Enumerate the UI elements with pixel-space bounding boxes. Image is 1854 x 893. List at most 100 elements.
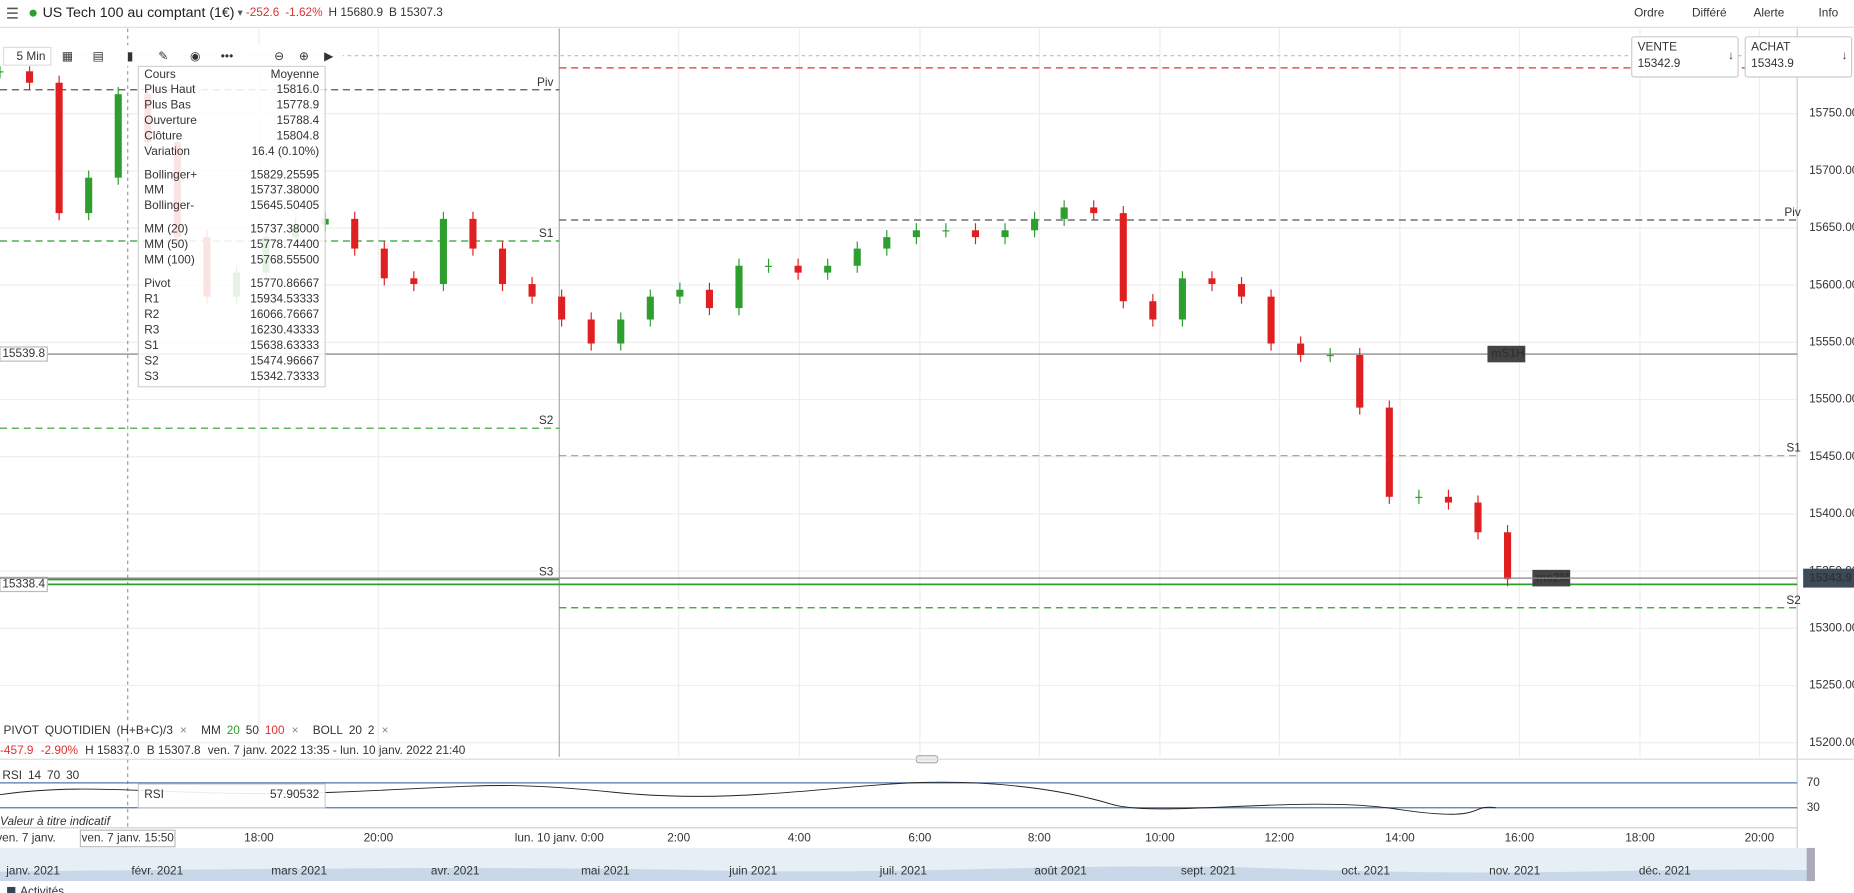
x-tick-label: 2:00 — [667, 831, 690, 845]
tool-icon[interactable]: ▤ — [93, 49, 104, 63]
indicator-param: 2 — [368, 723, 375, 737]
candle — [1356, 354, 1364, 408]
quote-box[interactable] — [1631, 36, 1739, 78]
status-dot — [29, 9, 37, 17]
rsi-legend: RSI 14 70 30 — [2, 768, 79, 782]
marker-label: mS1H — [1491, 346, 1524, 360]
x-tick-label: ven. 7 janv. — [0, 831, 56, 845]
x-tick-label: 20:00 — [1745, 831, 1775, 845]
candle — [0, 71, 4, 73]
rsi-tick-label: 30 — [1807, 800, 1821, 814]
info-value: 15638.63333 — [250, 338, 319, 352]
candle — [765, 265, 773, 267]
navigator-label: août 2021 — [1034, 864, 1087, 878]
tool-icon[interactable]: ▶ — [324, 49, 334, 63]
price-tag-box — [0, 346, 48, 362]
info-value: 15934.53333 — [250, 292, 319, 306]
candle — [410, 278, 418, 285]
tool-icon[interactable]: ▦ — [62, 49, 73, 63]
candle — [1474, 502, 1482, 533]
candle — [469, 218, 477, 249]
info-label: MM (100) — [144, 253, 195, 267]
candle — [114, 94, 122, 178]
x-tick-label: 14:00 — [1385, 831, 1415, 845]
rsi-panel-value: 57.90532 — [270, 787, 319, 801]
rsi-param: RSI — [2, 768, 22, 782]
tool-icon[interactable]: ▮ — [127, 49, 134, 63]
toolbar-bg — [0, 45, 343, 67]
y-tick-label: 15650.00 — [1809, 220, 1854, 234]
navigator-label: févr. 2021 — [131, 864, 183, 878]
info-value: 15645.50405 — [250, 198, 319, 212]
candle — [1444, 496, 1452, 503]
stats-range: ven. 7 janv. 2022 13:35 - lun. 10 janv. … — [208, 743, 466, 757]
price-tag: 15338.4 — [2, 577, 45, 591]
menu-item[interactable]: Différé — [1692, 5, 1727, 19]
x-tick-label: 16:00 — [1505, 831, 1535, 845]
candle — [26, 71, 34, 83]
navigator-area — [0, 866, 1815, 882]
candle — [705, 289, 713, 309]
header-bar — [0, 0, 1854, 28]
candle — [439, 218, 447, 285]
info-value: 15829.25595 — [250, 167, 319, 181]
x-tick-label: 18:00 — [244, 831, 274, 845]
info-label: MM (50) — [144, 237, 188, 251]
tool-icon[interactable]: ◉ — [190, 49, 200, 63]
info-value: 15778.9 — [277, 98, 320, 112]
rsi-param: 30 — [66, 768, 80, 782]
pivot-label: S3 — [539, 564, 554, 578]
quote-price: 15343.9 — [1751, 56, 1794, 70]
candle — [1326, 354, 1334, 357]
pivot-label: Piv — [537, 75, 554, 89]
info-label: Plus Bas — [144, 98, 191, 112]
indicator-param: QUOTIDIEN — [45, 723, 111, 737]
quote-box[interactable] — [1744, 36, 1853, 78]
navigator-label: mars 2021 — [271, 864, 327, 878]
x-tick-label: 4:00 — [788, 831, 811, 845]
timeframe[interactable]: 5 Min — [17, 49, 46, 63]
rsi-panel — [137, 783, 326, 809]
candle — [498, 248, 507, 285]
info-value: 16066.76667 — [250, 307, 319, 321]
pivot-label: S2 — [539, 413, 553, 427]
menu-item[interactable]: Ordre — [1634, 5, 1665, 19]
stats-low: B 15307.8 — [147, 743, 201, 757]
y-tick-label: 15200.00 — [1809, 735, 1854, 749]
tool-icon[interactable]: ⊖ — [274, 49, 284, 63]
indicator-param: (H+B+C)/3 — [116, 723, 173, 737]
candle — [883, 237, 891, 249]
menu-item[interactable]: Alerte — [1753, 5, 1784, 19]
menu-item[interactable]: Info — [1819, 5, 1839, 19]
x-tick-label: 8:00 — [1028, 831, 1051, 845]
info-value: 15474.96667 — [250, 353, 319, 367]
x-tick-label: 6:00 — [908, 831, 931, 845]
candle — [1090, 207, 1098, 214]
menu-icon[interactable] — [7, 7, 18, 19]
header-low: B 15307.3 — [389, 5, 443, 19]
tool-icon[interactable]: ⊕ — [299, 49, 309, 63]
info-value: 15788.4 — [277, 113, 320, 127]
navigator-label: juil. 2021 — [879, 864, 927, 878]
candle — [55, 82, 63, 214]
crosshair-label-box — [79, 829, 176, 848]
info-label: MM (20) — [144, 222, 188, 236]
footer-label[interactable]: Activités — [20, 884, 64, 893]
candle — [794, 265, 802, 273]
navigator-label: déc. 2021 — [1639, 864, 1691, 878]
info-value: 16.4 (0.10%) — [252, 144, 320, 158]
tool-icon[interactable]: ✎ — [158, 49, 168, 63]
marker-label: ms2M — [1536, 570, 1570, 584]
tool-icon[interactable]: ••• — [221, 49, 233, 63]
y-tick-label: 15400.00 — [1809, 506, 1854, 520]
quote-price: 15342.9 — [1638, 56, 1681, 70]
stats-change: -457.9 — [0, 743, 34, 757]
indicator-param: 20 — [227, 723, 241, 737]
candle — [1060, 207, 1068, 219]
navigator-handle[interactable] — [1806, 847, 1815, 882]
candle — [1178, 278, 1186, 320]
timeframe-button[interactable] — [2, 46, 52, 66]
candle — [351, 218, 359, 249]
